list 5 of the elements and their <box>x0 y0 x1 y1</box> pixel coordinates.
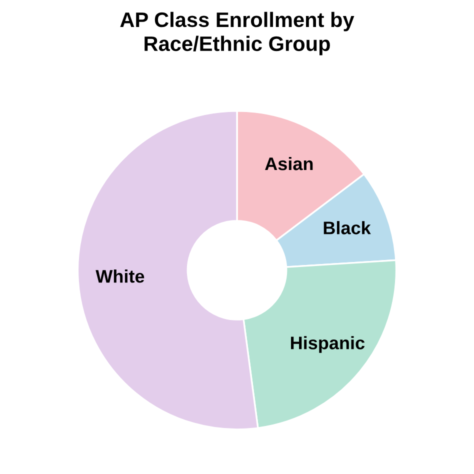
slice-label: White <box>96 269 144 283</box>
slice-label: Black <box>324 221 371 234</box>
chart-title: AP Class Enrollment by Race/Ethnic Group <box>120 12 354 56</box>
slice-label: Hispanic <box>291 336 365 353</box>
slice-label: Asian <box>265 156 313 170</box>
